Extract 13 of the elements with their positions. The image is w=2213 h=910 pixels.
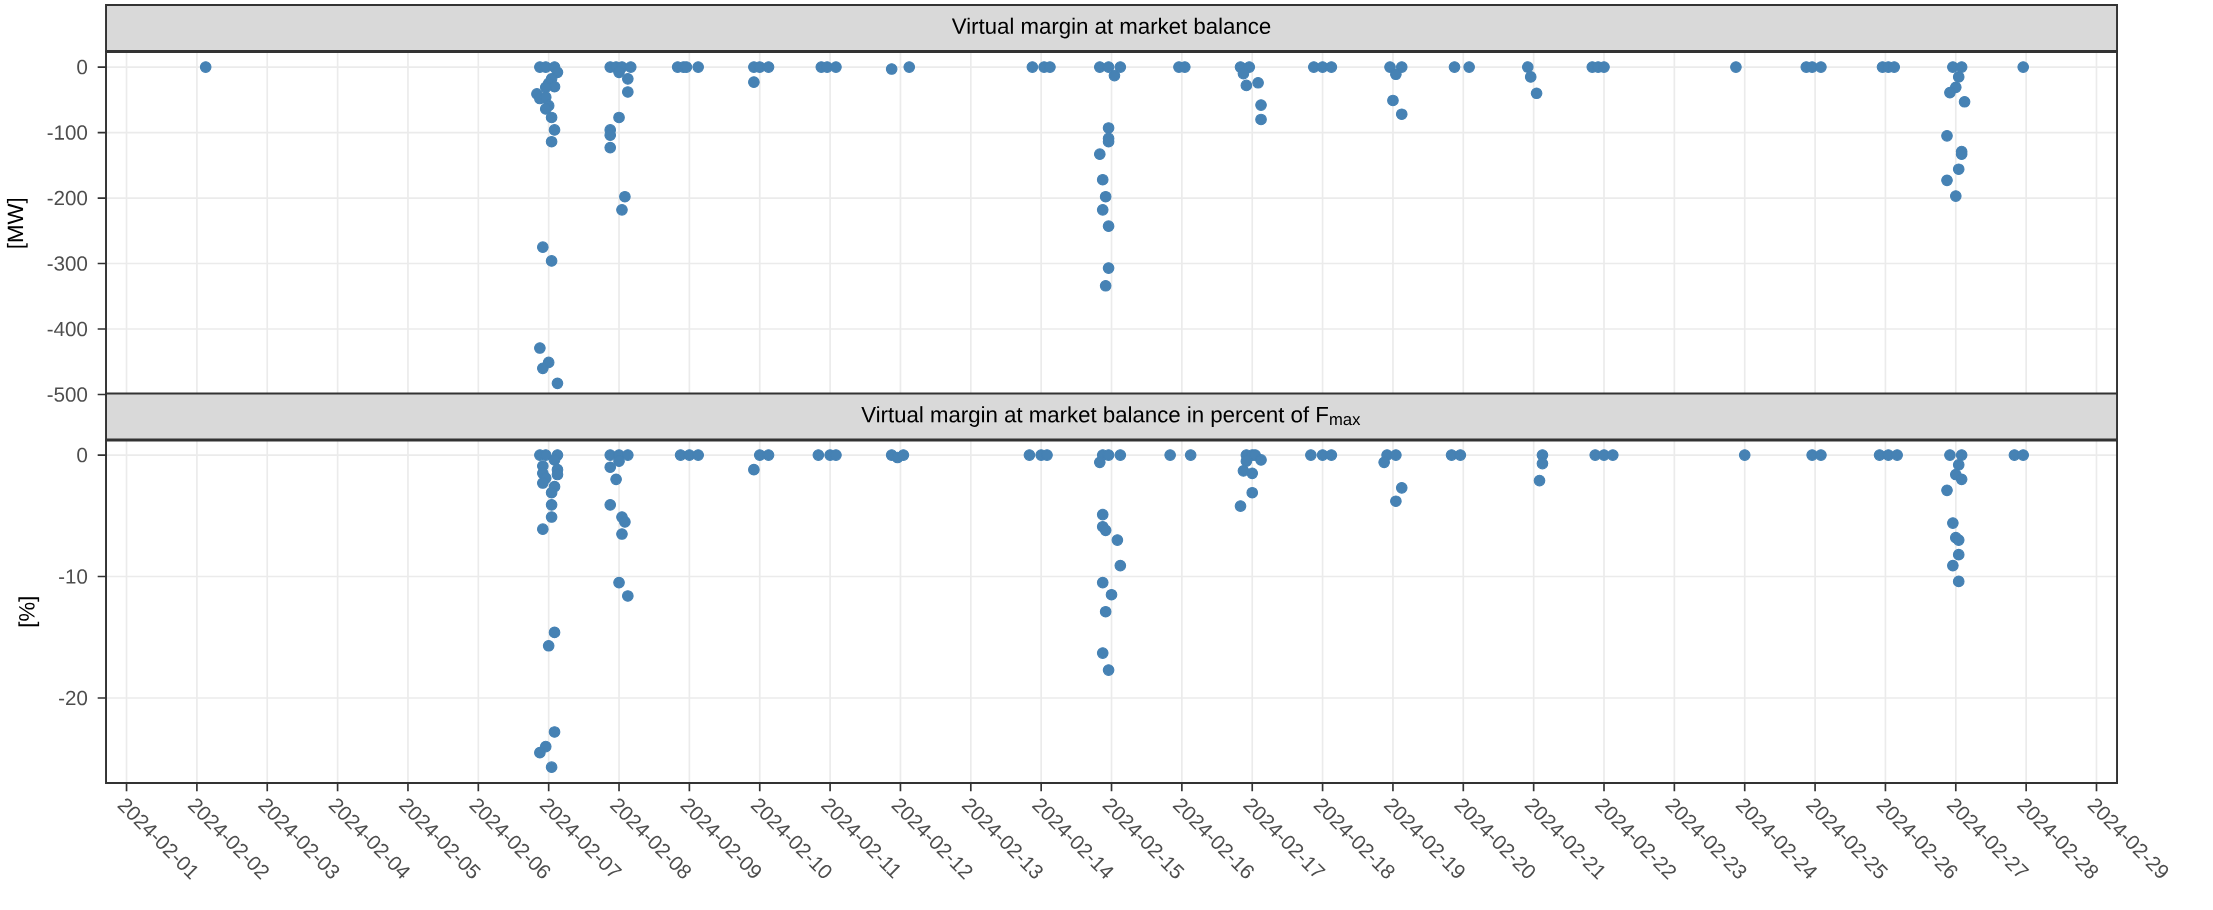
y-tick-label: -500 — [47, 387, 88, 402]
y-tick-label: 0 — [77, 59, 88, 75]
y-tick-label: -10 — [59, 569, 88, 584]
y-axis-title: [MW] — [6, 198, 28, 248]
y-tick-label: -100 — [47, 125, 88, 140]
chart-title: Virtual margin at market balance in percent of F$_{max}$ — [861, 406, 1361, 427]
y-tick-label: -300 — [47, 256, 88, 271]
y-tick-label: -20 — [59, 690, 88, 706]
y-axis-title: [%] — [18, 597, 40, 627]
chart-title: Virtual margin at market balance — [951, 17, 1271, 39]
y-tick-label: 0 — [77, 447, 88, 463]
y-tick-label: -200 — [47, 190, 88, 206]
y-tick-label: -400 — [47, 321, 88, 337]
